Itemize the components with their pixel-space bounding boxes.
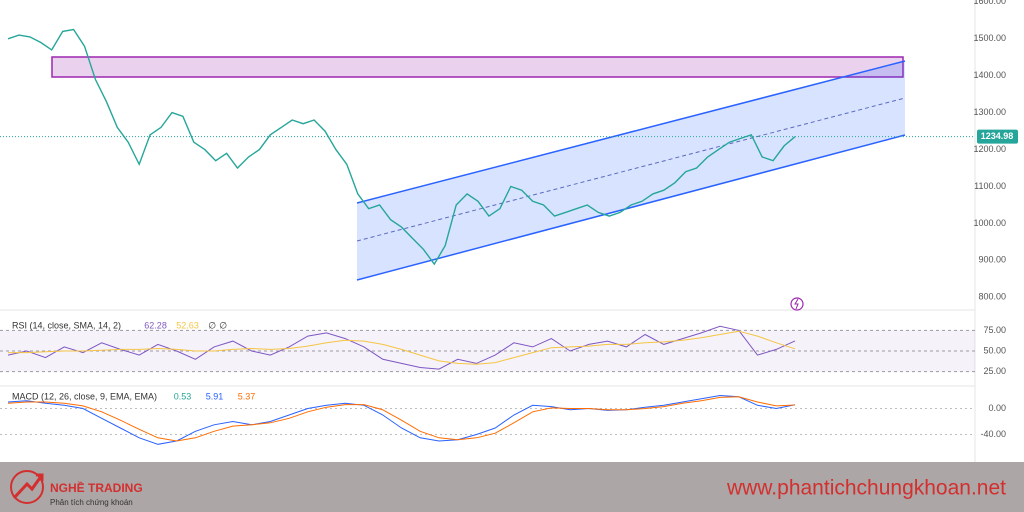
alert-bolt [794,298,799,310]
legend-value: 5.91 [206,391,224,401]
y-tick-label: 50.00 [983,345,1006,355]
logo-name: NGHỀ TRADING [50,480,143,495]
legend-value: 0.53 [174,391,192,401]
legend-text: ∅ [219,320,227,330]
indicator-title: RSI (14, close, SMA, 14, 2) [12,320,121,330]
website[interactable]: www.phantichchungkhoan.net [726,477,1006,500]
series-line [8,330,796,365]
channel-lower [356,134,906,281]
y-tick-label: 1400.00 [973,70,1006,80]
logo-arrow [12,473,44,500]
last-price-tag [977,129,1018,144]
y-tick-label: 25.00 [983,366,1006,376]
y-tick-label: 1200.00 [973,144,1006,154]
y-tick-label: 1500.00 [973,33,1006,43]
y-tick-label: 75.00 [983,325,1006,335]
y-tick-label: 1100.00 [974,181,1006,191]
y-tick-label: 1300.00 [973,107,1006,117]
series-line [7,325,796,370]
channel-mid [356,97,906,242]
last-price-label: 1234.98 [981,131,1014,141]
y-tick-label: 1000.00 [973,218,1006,228]
indicator-title: MACD (12, 26, close, 9, EMA, EMA) [12,391,157,401]
banner [0,462,1024,512]
legend-text: ∅ [208,320,216,330]
resistance-zone [51,56,904,78]
alert-icon[interactable] [790,297,804,311]
rsi-band [0,330,975,372]
y-tick-label: 1600.00 [973,0,1006,6]
channel-upper [356,60,906,204]
channel-fill [357,61,905,280]
y-tick-label: -40.00 [980,429,1006,439]
series-line [7,28,796,266]
y-tick-label: 800.00 [978,292,1006,302]
series-line [7,394,796,445]
logo-ring [10,470,44,504]
series-line [7,396,796,442]
legend-value: 5.37 [238,391,256,401]
legend-value: 62.28 [144,320,167,330]
logo-tagline: Phân tích chứng khoán [50,498,133,507]
y-tick-label: 0.00 [988,403,1006,413]
legend-value: 52.63 [176,320,199,330]
y-tick-label: 900.00 [978,255,1006,265]
